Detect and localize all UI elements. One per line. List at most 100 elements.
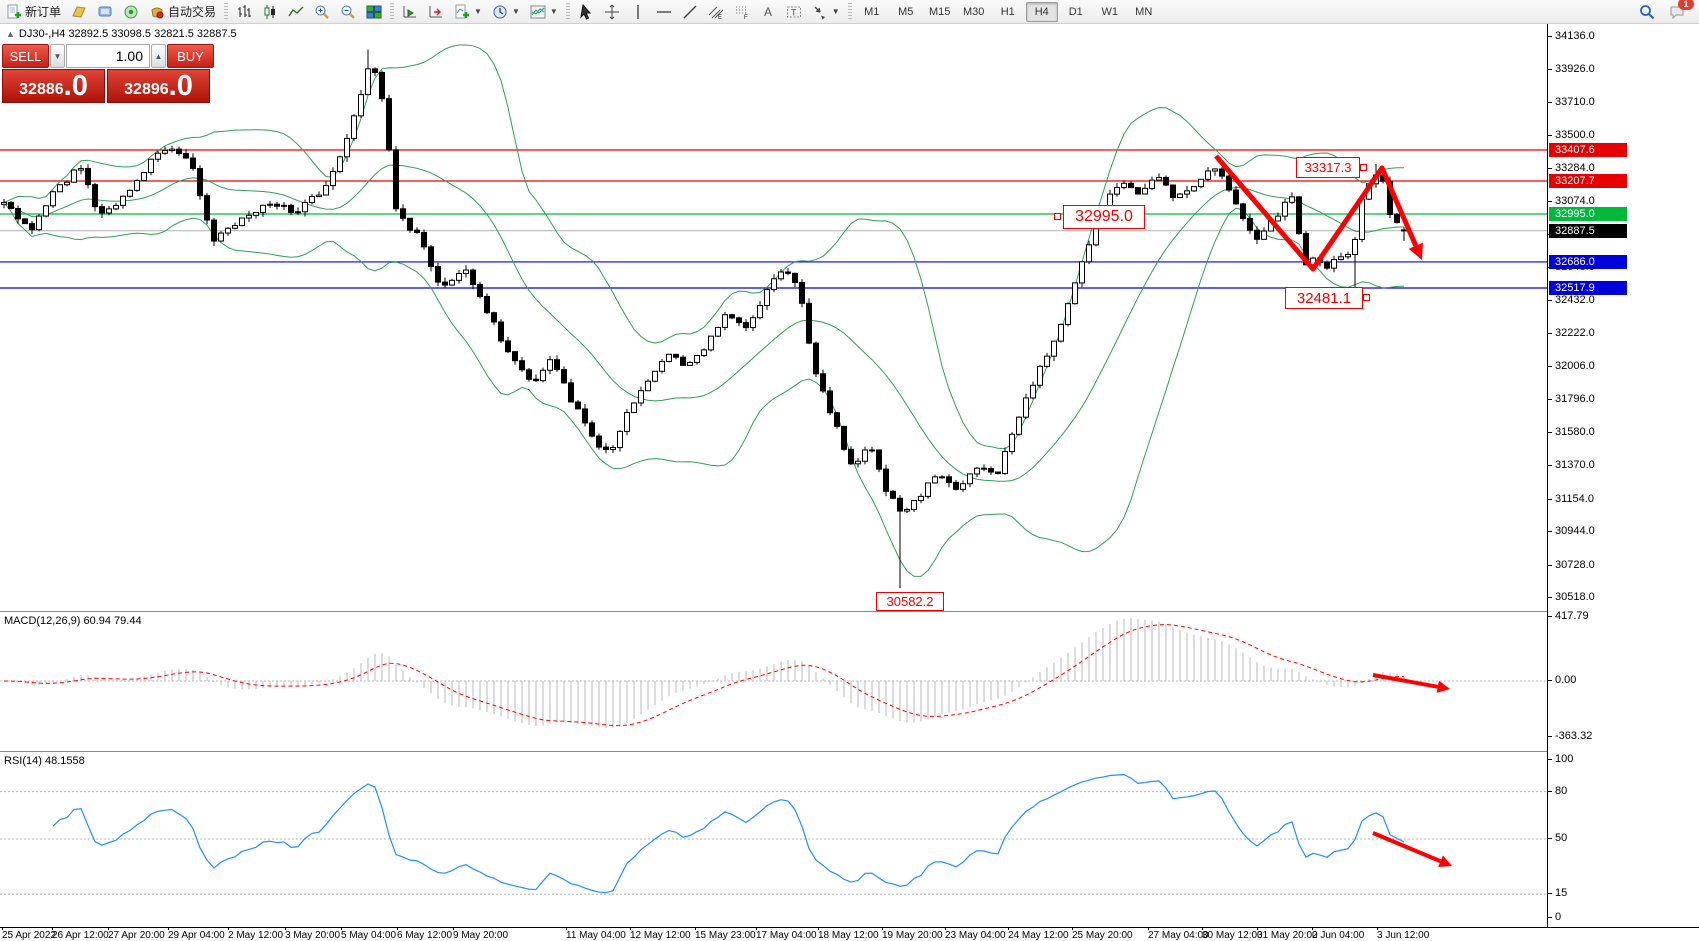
new-order-button[interactable]: 新订单 [2,1,65,23]
candlestick-chart[interactable] [0,24,1547,611]
time-label: 2 May 12:00 [228,927,284,941]
chevron-down-icon: ▼ [511,7,520,16]
timeframe-d1-button[interactable]: D1 [1068,5,1083,18]
buy-price-main: 32896 [124,81,169,98]
price-tick: 34136.0 [1548,30,1595,43]
tile-windows-button[interactable] [362,1,386,23]
price-label-annotation[interactable]: 32995.0 [1063,205,1145,229]
rsi-axis-tick: 80 [1547,784,1568,797]
timeframe-h1-button[interactable]: H1 [1000,5,1015,18]
timeframe-h4-button[interactable]: H4 [1025,1,1058,22]
search-icon [1640,4,1655,19]
templates-button[interactable]: ▼ [526,1,562,23]
sell-button[interactable]: SELL [2,44,50,68]
zoom-in-button[interactable] [310,1,334,23]
macd-axis-tick: -363.32 [1547,729,1593,742]
search-button[interactable] [1635,1,1659,23]
notifications-button[interactable]: 1 [1665,0,1694,23]
profiles-button[interactable] [67,1,91,23]
price-chart-panel[interactable]: ▲ DJ30-,H4 32892.5 33098.5 32821.5 32887… [0,24,1547,611]
new-order-icon [7,4,21,18]
time-label: 3 Jun 12:00 [1377,927,1430,941]
vertical-line-icon [637,4,639,19]
periods-button[interactable]: ▼ [488,1,524,23]
text-label-button[interactable]: T [782,1,806,23]
bar-chart-icon [238,4,252,17]
auto-scroll-button[interactable] [398,1,422,23]
price-badge: 33207.7 [1549,174,1627,188]
macd-chart[interactable] [0,613,1547,751]
crosshair-icon [604,4,619,19]
price-tick: 32432.0 [1548,294,1595,307]
macd-axis-tick: 417.79 [1548,610,1589,623]
templates-icon [530,5,546,18]
profile-icon [72,5,86,18]
market-watch-button[interactable] [93,1,117,23]
price-label-annotation[interactable]: 32481.1 [1285,287,1363,309]
signals-button[interactable] [119,1,143,23]
macd-indicator-panel[interactable]: MACD(12,26,9) 60.94 79.44 [0,613,1547,751]
auto-trading-button[interactable]: 自动交易 [145,1,220,23]
price-scale[interactable]: 34136.0 33926.0 33710.0 33500.0 33284.0 33074… [1547,24,1699,927]
market-watch-icon [98,6,112,16]
time-label: 19 May 20:00 [882,927,943,941]
sell-price-main: 32886 [19,81,64,98]
timeframe-w1-button[interactable]: W1 [1101,5,1118,18]
time-label: 25 May 20:00 [1072,927,1133,941]
rsi-indicator-panel[interactable]: RSI(14) 48.1558 [0,753,1547,927]
text-button[interactable]: A [756,1,780,23]
candlestick-chart-button[interactable] [258,1,282,23]
price-tick: 31796.0 [1548,392,1595,405]
timeframe-m15-button[interactable]: M15 [929,5,951,18]
volume-increase-button[interactable]: ▲ [151,44,166,68]
time-label: 26 Apr 12:00 [52,927,109,941]
indicators-button[interactable]: ▼ [450,1,486,23]
timeframe-m5-button[interactable]: M5 [898,5,914,18]
volume-input[interactable] [66,44,150,68]
rsi-axis-tick: 15 [1547,887,1568,900]
chart-title: ▲ DJ30-,H4 32892.5 33098.5 32821.5 32887… [6,28,237,40]
rsi-chart[interactable] [0,753,1547,927]
trendline-button[interactable] [678,1,702,23]
vertical-line-button[interactable] [626,1,650,23]
volume-decrease-button[interactable]: ▼ [50,44,65,68]
rsi-axis-tick: 100 [1547,753,1574,765]
time-label: 3 May 20:00 [285,927,341,941]
buy-button[interactable]: BUY [166,44,214,68]
line-chart-button[interactable] [284,1,308,23]
signals-icon [124,5,138,18]
zoom-out-button[interactable] [336,1,360,23]
price-badge: 32517.9 [1549,281,1627,295]
buy-price-frac: .0 [168,70,193,102]
timeframe-m1-button[interactable]: M1 [864,5,880,18]
annotation-text: 30582.2 [886,594,934,609]
arrows-button[interactable]: ▼ [808,1,844,23]
time-label: 5 May 04:00 [341,927,397,941]
equidistant-channel-button[interactable]: E [704,1,728,23]
horizontal-line-button[interactable] [652,1,676,23]
time-label: 27 May 04:00 [1148,927,1209,941]
chart-shift-icon [429,5,443,17]
chart-shift-button[interactable] [424,1,448,23]
annotation-text: 33317.3 [1304,160,1352,175]
bar-chart-button[interactable] [232,1,256,23]
panel-splitter[interactable] [0,611,1699,613]
time-scale[interactable]: 25 Apr 2022 26 Apr 12:00 27 Apr 20:00 29 Ap… [0,927,1699,941]
price-tick: 31154.0 [1548,492,1594,505]
price-label-annotation[interactable]: 33317.3 [1296,157,1360,178]
toolbar-grip [565,2,570,21]
crosshair-button[interactable] [600,1,624,23]
panel-splitter[interactable] [0,751,1699,753]
buy-price-display[interactable]: 32896 .0 [107,69,210,103]
price-tick: 32006.0 [1548,360,1595,373]
timeframe-m30-button[interactable]: M30 [963,5,985,18]
sell-price-display[interactable]: 32886 .0 [2,69,105,103]
expand-icon[interactable]: ▲ [6,29,15,39]
price-label-annotation[interactable]: 30582.2 [876,592,944,611]
fibonacci-button[interactable]: F [730,1,754,23]
price-tick: 33710.0 [1548,96,1595,109]
time-label: 24 May 12:00 [1008,927,1069,941]
cursor-button[interactable] [574,1,598,23]
time-label: 15 May 23:00 [695,927,756,941]
timeframe-mn-button[interactable]: MN [1135,5,1153,18]
